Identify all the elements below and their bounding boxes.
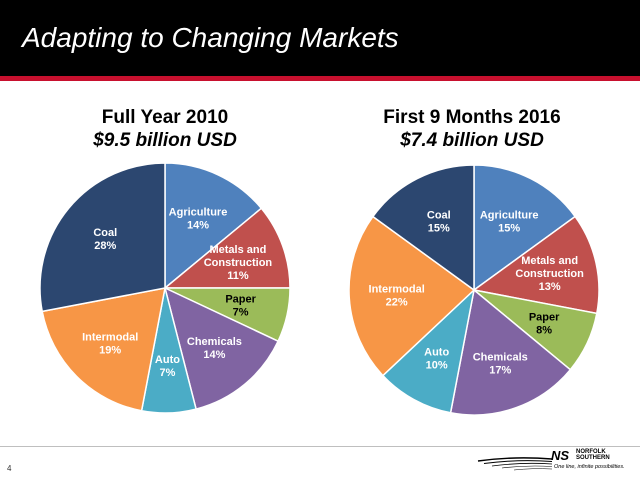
slice-value-auto: 10% xyxy=(426,359,448,371)
slice-category-auto: Auto xyxy=(424,346,449,358)
pie-slice-coal xyxy=(371,164,475,292)
pie-slice-metals-and-construction xyxy=(162,207,291,289)
slice-category-paper: Paper xyxy=(225,293,256,305)
header-bar xyxy=(0,0,640,76)
slice-label-auto: Auto 7% xyxy=(155,354,180,379)
logo-brand-line1: NORFOLK xyxy=(576,449,606,455)
header-stripe xyxy=(0,76,640,81)
slice-value-agriculture: 15% xyxy=(498,222,520,234)
slice-category-metals-and-construction: Construction xyxy=(204,257,273,269)
pie-slice-metals-and-construction xyxy=(472,215,600,315)
logo-brand: NORFOLK SOUTHERN xyxy=(576,449,610,461)
slice-category-paper: Paper xyxy=(529,312,560,324)
pie-slice-auto xyxy=(381,287,476,414)
slide-title: Adapting to Changing Markets xyxy=(22,22,399,53)
slice-label-metals-and-construction: Metals and Construction 11% xyxy=(204,244,273,282)
pie-slice-agriculture xyxy=(473,164,577,292)
chart-heading-2016: First 9 Months 2016 $7.4 billion USD xyxy=(362,106,582,152)
slice-label-auto: Auto 10% xyxy=(424,346,449,371)
logo-mark-icon: NS xyxy=(551,448,569,462)
slice-category-auto: Auto xyxy=(155,354,180,366)
slice-value-intermodal: 22% xyxy=(386,296,408,308)
pie-slice-intermodal xyxy=(41,287,166,412)
slice-label-chemicals: Chemicals 14% xyxy=(187,336,242,361)
slice-label-chemicals: Chemicals 17% xyxy=(473,351,528,376)
slice-category-intermodal: Intermodal xyxy=(82,331,138,343)
slice-category-metals-and-construction: Metals and xyxy=(209,244,266,256)
slice-value-coal: 15% xyxy=(428,222,450,234)
slice-category-agriculture: Agriculture xyxy=(169,206,228,218)
slice-label-coal: Coal 15% xyxy=(427,209,451,234)
footer-divider xyxy=(0,446,640,447)
pie-slice-chemicals xyxy=(449,288,572,416)
pie-slice-coal xyxy=(39,162,166,313)
pie-chart-2010: Agriculture 14%Metals and Construction 11%P… xyxy=(39,162,291,414)
slice-label-paper: Paper 8% xyxy=(529,312,560,337)
slice-category-agriculture: Agriculture xyxy=(480,209,539,221)
slice-value-coal: 28% xyxy=(94,240,116,252)
pie-slice-intermodal xyxy=(348,215,476,377)
logo-brand-line2: SOUTHERN xyxy=(576,455,610,461)
slice-category-coal: Coal xyxy=(93,227,117,239)
slice-category-chemicals: Chemicals xyxy=(473,351,528,363)
slice-category-chemicals: Chemicals xyxy=(187,336,242,348)
slice-value-metals-and-construction: 11% xyxy=(227,270,249,282)
slice-category-intermodal: Intermodal xyxy=(369,283,425,295)
pie-slice-chemicals xyxy=(163,286,280,410)
slice-value-paper: 8% xyxy=(536,325,552,337)
slice-category-coal: Coal xyxy=(427,209,451,221)
slice-label-agriculture: Agriculture 14% xyxy=(169,206,228,231)
slice-label-intermodal: Intermodal 19% xyxy=(82,331,138,356)
chart-heading-2010: Full Year 2010 $9.5 billion USD xyxy=(60,106,270,152)
logo-tagline: One line, infinite possibilities. xyxy=(554,464,625,470)
slice-value-paper: 7% xyxy=(233,306,249,318)
slice-category-metals-and-construction: Construction xyxy=(515,268,584,280)
slice-label-coal: Coal 28% xyxy=(93,227,117,252)
slice-value-intermodal: 19% xyxy=(99,344,121,356)
chart-subtitle-2016: $7.4 billion USD xyxy=(400,130,544,151)
slice-label-paper: Paper 7% xyxy=(225,293,256,318)
slice-label-metals-and-construction: Metals and Construction 13% xyxy=(515,255,584,293)
chart-subtitle-2010: $9.5 billion USD xyxy=(93,130,237,151)
logo-swoosh-icon xyxy=(477,457,553,471)
chart-title-2010: Full Year 2010 xyxy=(101,107,229,128)
pie-slice-agriculture xyxy=(164,162,263,290)
slice-value-chemicals: 14% xyxy=(203,349,225,361)
slice-label-intermodal: Intermodal 22% xyxy=(369,283,425,308)
slice-value-metals-and-construction: 13% xyxy=(539,281,561,293)
slice-category-metals-and-construction: Metals and xyxy=(521,255,578,267)
norfolk-southern-logo: NS NORFOLK SOUTHERN One line, infinite p… xyxy=(474,444,640,479)
slice-value-chemicals: 17% xyxy=(489,364,511,376)
chart-title-2016: First 9 Months 2016 xyxy=(383,107,561,128)
page-number: 4 xyxy=(7,464,12,473)
pie-chart-2016: Agriculture 15%Metals and Construction 13%P… xyxy=(348,164,600,416)
logo-mark: NS xyxy=(551,448,569,462)
slice-label-agriculture: Agriculture 15% xyxy=(480,209,539,234)
slice-value-auto: 7% xyxy=(159,367,175,379)
slice-value-agriculture: 14% xyxy=(187,219,209,231)
